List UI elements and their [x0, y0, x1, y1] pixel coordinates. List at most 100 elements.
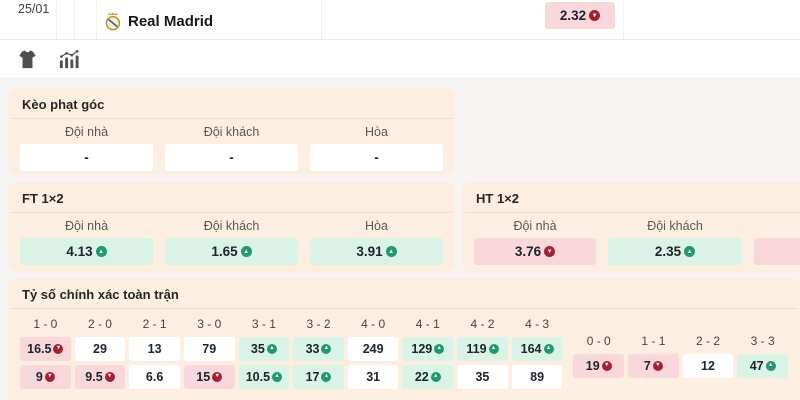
- corner-odds-section: Kèo phạt góc Đội nhà Đội khách Hòa - - -: [8, 88, 455, 175]
- odds-cell[interactable]: -: [310, 144, 443, 171]
- odds-value: 35: [250, 342, 265, 356]
- odds-cell[interactable]: 33 ▲: [293, 337, 344, 361]
- odds-cell[interactable]: 19 ▼: [573, 354, 625, 378]
- odds-value: 17: [305, 370, 320, 384]
- odds-cell[interactable]: -: [20, 144, 153, 171]
- odds-cell[interactable]: -: [165, 144, 298, 171]
- score-label: 1 - 0: [33, 317, 58, 331]
- odds-cell[interactable]: 6.6: [129, 365, 180, 389]
- divider: [11, 212, 452, 213]
- odds-cell[interactable]: 17 ▲: [293, 365, 344, 389]
- odds-cell[interactable]: 35: [457, 365, 508, 389]
- trend-down-icon: ▼: [44, 372, 55, 382]
- odds-value: 2.32: [559, 8, 587, 23]
- score-column: 1 - 0 16.5 ▼ 9 ▼: [20, 315, 71, 389]
- odds-cells: 3.76 ▼ 2.35 ▲: [462, 233, 800, 265]
- odds-cell[interactable]: 22 ▲: [402, 365, 454, 389]
- odds-value: 4.13: [66, 244, 93, 259]
- odds-cell[interactable]: 89: [511, 365, 563, 389]
- draw-score-column: 0 - 0 19 ▼: [573, 332, 625, 378]
- empty-cell: [624, 0, 800, 39]
- odds-cell[interactable]: 35 ▲: [238, 337, 290, 361]
- odds-cell[interactable]: 79: [183, 337, 235, 361]
- odds-cell[interactable]: 3.76 ▼: [474, 238, 596, 265]
- odds-value: 1.65: [211, 244, 238, 259]
- trend-down-icon: ▼: [601, 361, 612, 371]
- draw-score-column: 1 - 1 7 ▼: [628, 332, 679, 378]
- odds-value: 29: [93, 342, 107, 356]
- trend-up-icon: ▲: [543, 344, 554, 354]
- team-cell[interactable]: Real Madrid: [97, 0, 322, 39]
- odds-cell[interactable]: 7 ▼: [628, 354, 679, 378]
- odds-cell[interactable]: 10.5 ▲: [238, 365, 290, 389]
- odds-cell[interactable]: 2.35 ▲: [608, 238, 742, 265]
- odds-value: 22: [414, 370, 429, 384]
- odds-cell[interactable]: 1.65 ▲: [165, 238, 298, 265]
- score-column: 4 - 3 164 ▲ 89: [511, 315, 563, 389]
- odds-cell[interactable]: 29: [74, 337, 126, 361]
- odds-cell[interactable]: 119 ▲: [457, 337, 508, 361]
- odds-cell[interactable]: 164 ▲: [511, 337, 563, 361]
- odds-value: 119: [466, 342, 487, 356]
- odds-value: -: [229, 150, 234, 165]
- odds-cell[interactable]: [754, 238, 800, 265]
- column-label: Hòa: [365, 219, 388, 233]
- odds-cell[interactable]: 4.13 ▲: [20, 238, 153, 265]
- odds-cell[interactable]: 16.5 ▼: [20, 337, 71, 361]
- odds-cells: 4.13 ▲ 1.65 ▲ 3.91 ▲: [8, 233, 455, 265]
- section-title: FT 1×2: [22, 191, 64, 206]
- match-row[interactable]: 25/01 Real Madrid 2.32 ▼: [0, 0, 800, 40]
- trend-down-icon: ▼: [544, 246, 556, 257]
- odds-value: 3.76: [514, 244, 542, 259]
- odds-value: 16.5: [27, 342, 52, 356]
- trend-down-icon: ▼: [53, 344, 64, 354]
- odds-cell[interactable]: 9.5 ▼: [74, 365, 126, 389]
- odds-value: 12: [701, 359, 715, 373]
- score-column: 2 - 0 29 9.5 ▼: [74, 315, 126, 389]
- odds-value: 164: [520, 342, 542, 356]
- draw-score-column: 3 - 3 47 ▲: [737, 332, 788, 378]
- odds-cell[interactable]: 3.91 ▲: [310, 238, 443, 265]
- real-madrid-crest-icon: [105, 12, 121, 31]
- column-label: Đội nhà: [64, 219, 109, 233]
- odds-cell[interactable]: 13: [129, 337, 180, 361]
- trend-up-icon: ▲: [272, 372, 283, 382]
- trend-down-icon: ▼: [212, 372, 223, 382]
- column-label: Hòa: [365, 125, 388, 139]
- divider: [11, 118, 452, 119]
- trend-down-icon: ▼: [589, 10, 601, 21]
- draw-score-column: 2 - 2 12: [682, 332, 734, 378]
- odds-value: 9.5: [85, 370, 103, 384]
- score-label: 2 - 0: [87, 317, 112, 331]
- odds-value: 7: [643, 359, 651, 373]
- section-title: Kèo phạt góc: [22, 97, 105, 112]
- odds-value: 6.6: [145, 370, 164, 384]
- odds-value: 47: [749, 359, 764, 373]
- score-label: 3 - 2: [306, 317, 331, 331]
- column-label: Đội khách: [203, 125, 260, 139]
- ht-1x2-section: HT 1×2 Đội nhà Đội khách 3.76 ▼ 2.35 ▲: [462, 182, 800, 272]
- odds-cell[interactable]: 47 ▲: [737, 354, 788, 378]
- jersey-icon[interactable]: [17, 49, 38, 70]
- score-label: 4 - 0: [361, 317, 386, 331]
- score-label: 0 - 0: [586, 334, 611, 348]
- score-column: 3 - 0 79 15 ▼: [183, 315, 235, 389]
- score-column: 4 - 0 249 31: [347, 315, 399, 389]
- odds-cell[interactable]: 12: [682, 354, 734, 378]
- divider: [465, 212, 800, 213]
- odds-cell[interactable]: 9 ▼: [20, 365, 71, 389]
- column-labels: Đội nhà Đội khách Hòa: [8, 213, 455, 233]
- odds-cell[interactable]: 31: [347, 365, 399, 389]
- odds-value: 89: [530, 370, 545, 384]
- match-odds-cell: 2.32 ▼: [322, 0, 624, 39]
- column-label: Đội nhà: [64, 125, 109, 139]
- odds-cell[interactable]: 15 ▼: [183, 365, 235, 389]
- odds-value: -: [84, 150, 89, 165]
- trend-down-icon: ▼: [652, 361, 663, 371]
- match-odds-chip[interactable]: 2.32 ▼: [545, 2, 615, 29]
- stats-chart-icon[interactable]: [58, 49, 79, 70]
- odds-cell[interactable]: 129 ▲: [402, 337, 454, 361]
- odds-cell[interactable]: 249: [347, 337, 399, 361]
- column-label: Đội nhà: [513, 219, 557, 233]
